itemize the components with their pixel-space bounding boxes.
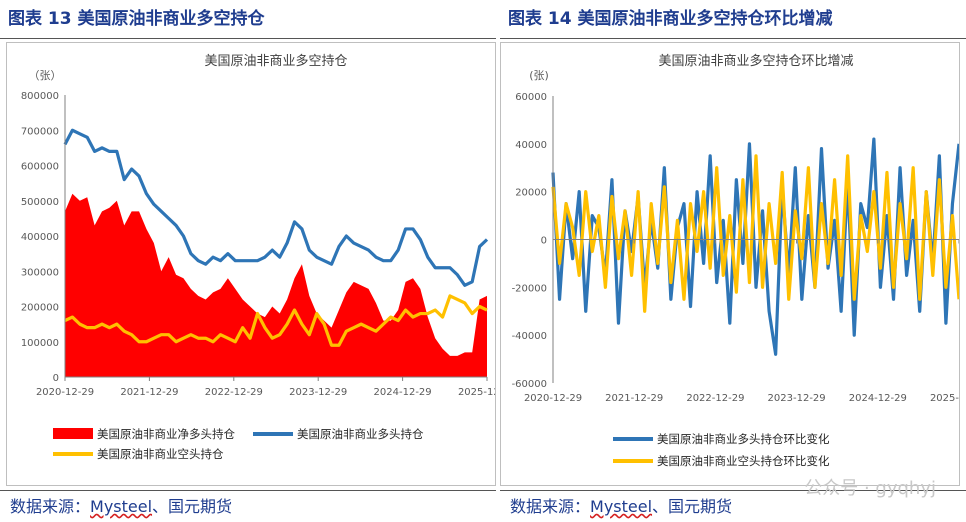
x-tick-label: 2024-12-29 xyxy=(374,387,432,398)
x-tick-label: 2023-12-29 xyxy=(768,393,826,404)
legend-label-0: 美国原油非商业多头持仓环比变化 xyxy=(657,432,830,446)
y-tick-label: 0 xyxy=(541,236,547,247)
legend-label-1: 美国原油非商业多头持仓 xyxy=(297,427,424,441)
right-source-name: Mysteel xyxy=(590,497,653,516)
y-tick-label: 200000 xyxy=(21,303,59,314)
x-tick-label: 2022-12-29 xyxy=(686,393,744,404)
watermark: 公众号 · gyqhyj xyxy=(804,478,936,499)
right-figure-title: 图表 14 美国原油非商业多空持仓环比增减 xyxy=(508,9,833,29)
x-tick-label: 2025-12-29 xyxy=(458,387,495,398)
y-tick-label: -40000 xyxy=(512,331,547,342)
x-tick-label: 2024-12-29 xyxy=(849,393,907,404)
y-tick-label: 20000 xyxy=(515,188,547,199)
x-tick-label: 2023-12-29 xyxy=(289,387,347,398)
right-chart: 美国原油非商业多空持仓环比增减 (张) -60000 -40000 -20000 0 200… xyxy=(512,53,966,468)
right-figure: 图表 14 美国原油非商业多空持仓环比增减 美国原油非商业多空持仓环比增减 (张)… xyxy=(500,0,966,522)
left-figure: 图表 13 美国原油非商业多空持仓 美国原油非商业多空持仓 （张） 0 100000 2… xyxy=(0,9,516,517)
y-tick-label: -60000 xyxy=(512,379,547,390)
y-tick-label: 800000 xyxy=(21,91,59,102)
x-tick-label: 2021-12-29 xyxy=(120,387,178,398)
y-tick-label: 100000 xyxy=(21,338,59,349)
y-tick-label: 0 xyxy=(53,373,59,384)
series-line-1 xyxy=(551,154,961,313)
left-source-prefix: 数据来源： xyxy=(10,497,91,516)
right-top-rule xyxy=(500,38,966,39)
left-source: 数据来源：Mysteel、国元期货 xyxy=(10,493,232,517)
right-source: 数据来源：Mysteel、国元期货 xyxy=(510,493,732,517)
right-source-prefix: 数据来源： xyxy=(510,497,591,516)
y-tick-label: -20000 xyxy=(512,283,547,294)
legend-label-2: 美国原油非商业空头持仓 xyxy=(97,447,224,461)
chart-title: 美国原油非商业多空持仓环比增减 xyxy=(658,53,853,69)
y-tick-label: 400000 xyxy=(21,232,59,243)
right-bottom-rule xyxy=(500,490,966,491)
left-bottom-rule xyxy=(0,490,496,491)
right-chart-frame: 美国原油非商业多空持仓环比增减 (张) -60000 -40000 -20000 0 200… xyxy=(500,42,966,486)
y-unit-label: （张） xyxy=(29,69,62,82)
y-tick-label: 500000 xyxy=(21,197,59,208)
y-unit-label: (张) xyxy=(529,69,549,82)
left-source-suffix: 、国元期货 xyxy=(152,497,233,516)
panel-separator xyxy=(497,0,499,522)
legend-label-0: 美国原油非商业净多头持仓 xyxy=(97,427,235,441)
chart-title: 美国原油非商业多空持仓 xyxy=(204,53,347,69)
x-tick-label: 2021-12-29 xyxy=(605,393,663,404)
x-tick-label: 2020-12-29 xyxy=(36,387,94,398)
y-tick-label: 300000 xyxy=(21,267,59,278)
x-tick-label: 2022-12-29 xyxy=(205,387,263,398)
left-chart-frame: 美国原油非商业多空持仓 （张） 0 100000 200000 300000 400000 5… xyxy=(6,42,516,486)
series-area-net-long xyxy=(65,193,487,377)
series-line-1 xyxy=(63,128,489,287)
y-tick-label: 60000 xyxy=(515,92,547,103)
left-top-rule xyxy=(0,38,496,39)
series-line-2 xyxy=(64,294,488,347)
left-figure-title: 图表 13 美国原油非商业多空持仓 xyxy=(8,9,265,29)
y-tick-label: 40000 xyxy=(515,140,547,151)
legend-swatch-net-long xyxy=(53,428,93,439)
legend-label-1: 美国原油非商业空头持仓环比变化 xyxy=(657,454,830,468)
y-tick-label: 600000 xyxy=(21,162,59,173)
x-tick-label: 2020-12-29 xyxy=(524,393,582,404)
right-source-suffix: 、国元期货 xyxy=(652,497,733,516)
left-chart: 美国原油非商业多空持仓 （张） 0 100000 200000 300000 400000 5… xyxy=(21,53,516,461)
left-source-name: Mysteel xyxy=(90,497,153,516)
x-tick-label: 2025-12-29 xyxy=(930,393,959,404)
y-tick-label: 700000 xyxy=(21,126,59,137)
